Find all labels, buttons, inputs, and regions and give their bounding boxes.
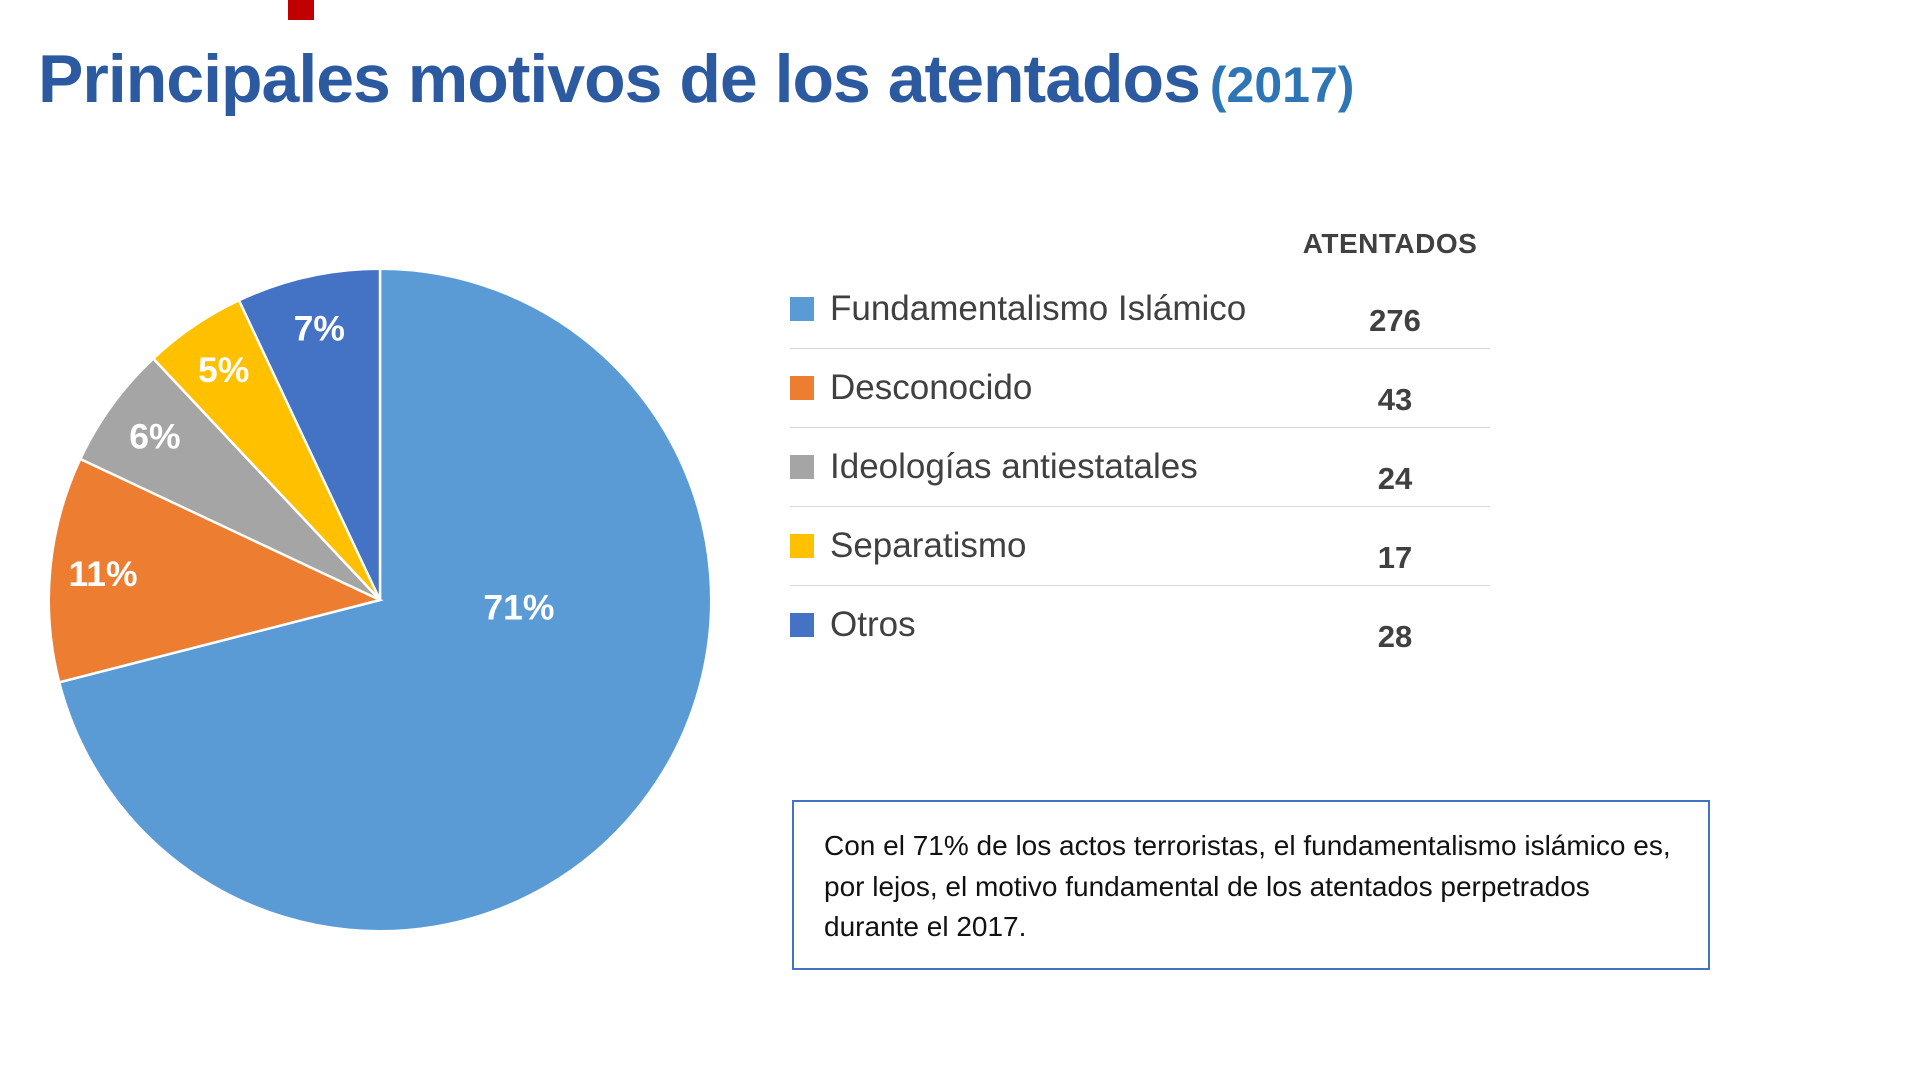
pie-slice-0 — [57, 267, 713, 933]
pie-slice-2 — [78, 356, 381, 602]
legend-label: Ideologías antiestatales — [830, 447, 1198, 486]
pie-chart-svg: 71% 11% 6% 5% 7% — [47, 267, 713, 933]
legend-row-fundamentalismo: Fundamentalismo Islámico 276 — [790, 270, 1490, 349]
legend-value: 17 — [1377, 540, 1413, 575]
pie-percent-label-1: 11% — [69, 554, 138, 594]
title-main-text: Principales motivos de los atentados — [38, 41, 1201, 117]
legend-label: Desconocido — [830, 368, 1033, 407]
pie-slice-4 — [237, 267, 382, 601]
pie-percent-label-0: 71% — [483, 587, 554, 627]
legend-swatch — [790, 613, 814, 637]
legend-row-otros: Otros 28 — [790, 586, 1490, 664]
pie-chart: 71% 11% 6% 5% 7% — [35, 255, 725, 945]
legend-row-desconocido: Desconocido 43 — [790, 349, 1490, 428]
legend-label: Otros — [830, 605, 916, 644]
legend-swatch — [790, 376, 814, 400]
note-box: Con el 71% de los actos terroristas, el … — [792, 800, 1710, 970]
page-title: Principales motivos de los atentados (201… — [38, 40, 1354, 118]
legend-value: 43 — [1377, 382, 1413, 417]
title-year-text: (2017) — [1209, 57, 1355, 113]
legend-table: ATENTADOS Fundamentalismo Islámico 276 D… — [790, 218, 1490, 664]
legend-value: 24 — [1377, 461, 1413, 496]
pie-slice-1 — [47, 457, 384, 684]
pie-percent-label-2: 6% — [129, 416, 180, 456]
pie-percent-label-4: 7% — [294, 308, 345, 348]
note-text: Con el 71% de los actos terroristas, el … — [824, 830, 1671, 943]
legend-swatch — [790, 455, 814, 479]
pie-percent-label-3: 5% — [198, 350, 249, 390]
legend-value: 28 — [1377, 619, 1413, 654]
legend-label: Separatismo — [830, 526, 1027, 565]
legend-header-row: ATENTADOS — [790, 218, 1490, 270]
legend-swatch — [790, 297, 814, 321]
legend-label: Fundamentalismo Islámico — [830, 289, 1247, 328]
legend-value: 276 — [1369, 303, 1421, 338]
legend-row-separatismo: Separatismo 17 — [790, 507, 1490, 586]
legend-row-ideologias: Ideologías antiestatales 24 — [790, 428, 1490, 507]
legend-swatch — [790, 534, 814, 558]
atentados-column-header: ATENTADOS — [1302, 228, 1478, 259]
top-left-red-mark — [288, 0, 314, 20]
